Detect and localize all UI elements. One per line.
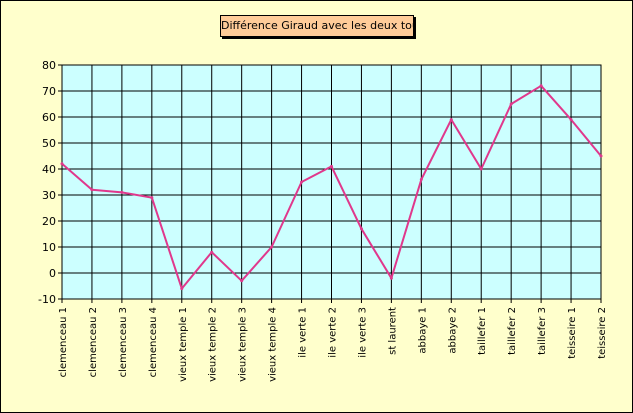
y-tick-label: 0: [49, 267, 56, 280]
y-tick-label: 60: [42, 111, 56, 124]
y-tick-label: 70: [42, 85, 56, 98]
x-tick-label: clemenceau 4: [148, 307, 159, 377]
x-tick-label: clemenceau 3: [118, 307, 129, 377]
x-tick-label: taillefer 1: [477, 307, 488, 355]
x-tick-label: st laurent: [387, 307, 398, 355]
data-point: [389, 276, 393, 280]
y-tick-label: 40: [42, 163, 56, 176]
data-point: [270, 245, 274, 249]
y-tick-label: 10: [42, 241, 56, 254]
data-point: [479, 167, 483, 171]
x-tick-label: taillefer 2: [507, 307, 518, 355]
x-tick-label: teisseire 2: [597, 307, 608, 359]
data-point: [180, 287, 184, 291]
y-tick-label: -10: [38, 293, 56, 306]
x-axis: clemenceau 1 clemenceau 2 clemenceau 3 clem…: [58, 299, 608, 382]
x-tick-label: ile verte 1: [298, 307, 309, 358]
x-tick-label: clemenceau 1: [58, 307, 69, 377]
x-tick-label: vieux temple 1: [178, 307, 189, 382]
x-tick-label: ile verte 3: [357, 307, 368, 358]
data-point: [150, 196, 154, 200]
data-point: [539, 84, 543, 88]
y-tick-label: 80: [42, 59, 56, 72]
data-point: [240, 279, 244, 283]
data-point: [419, 177, 423, 181]
x-tick-label: vieux temple 2: [208, 307, 219, 382]
y-tick-label: 50: [42, 137, 56, 150]
x-tick-label: ile verte 2: [328, 307, 339, 358]
data-point: [569, 118, 573, 122]
x-tick-label: abbaye 2: [447, 307, 458, 354]
x-tick-label: teisseire 1: [567, 307, 578, 359]
chart-title: Différence Giraud avec les deux tours: [220, 15, 414, 37]
x-tick-label: abbaye 1: [417, 307, 428, 354]
data-point: [60, 162, 64, 166]
data-point: [449, 118, 453, 122]
data-point: [300, 180, 304, 184]
x-tick-label: clemenceau 2: [88, 307, 99, 377]
y-axis: -10 0 10 20 30 40 50 60 70 80: [38, 59, 62, 306]
x-tick-label: vieux temple 3: [238, 307, 249, 382]
data-point: [90, 188, 94, 192]
y-tick-label: 30: [42, 189, 56, 202]
y-tick-label: 20: [42, 215, 56, 228]
series-layer: [60, 84, 603, 291]
data-point: [120, 190, 124, 194]
data-point: [509, 102, 513, 106]
x-tick-label: taillefer 3: [537, 307, 548, 355]
x-tick-label: vieux temple 4: [268, 307, 279, 382]
data-point: [599, 154, 603, 158]
data-point: [330, 164, 333, 168]
data-point: [359, 227, 363, 231]
data-point: [210, 250, 214, 254]
